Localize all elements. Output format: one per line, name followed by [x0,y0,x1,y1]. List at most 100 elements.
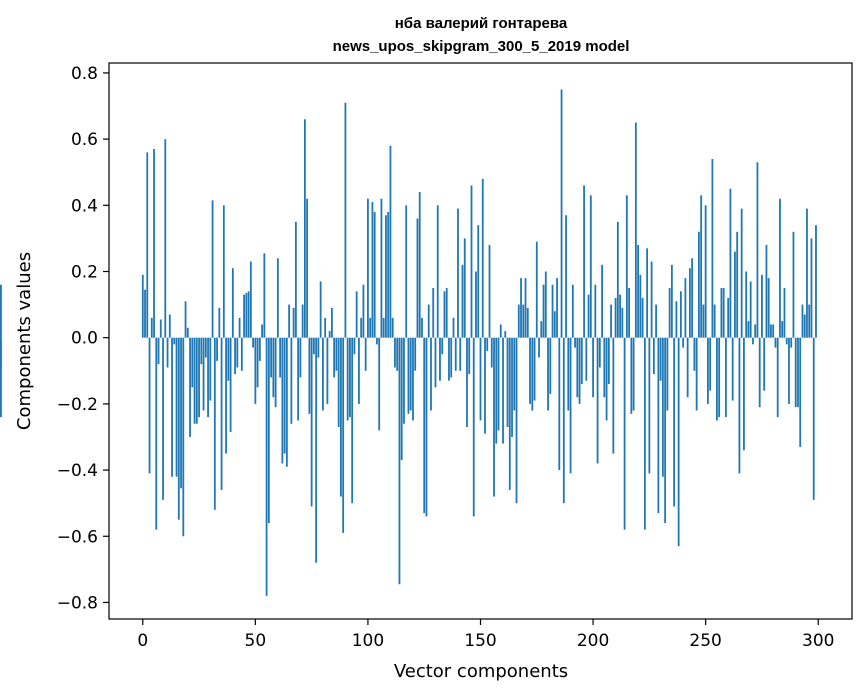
bar-30 [209,337,212,401]
bar-75 [310,337,313,507]
bar-6 [155,337,158,530]
bar-293 [801,304,804,338]
bar-266 [740,208,743,338]
bar-165 [513,337,516,411]
bar-105 [378,337,381,431]
bar-40 [231,268,234,338]
bar-19 [184,301,187,338]
bar-225 [648,337,651,474]
bar-177 [540,321,543,338]
bar-296 [808,304,811,338]
bar-290 [794,337,797,408]
bar-223 [643,337,646,530]
bar-84 [330,307,333,338]
bar-70 [299,337,302,378]
bar-221 [639,274,642,338]
bar-246 [695,337,698,411]
bar-97 [360,317,363,338]
bar-104 [376,337,378,345]
bar-214 [623,337,626,530]
x-tick-label: 100 [352,631,384,651]
bar-243 [688,268,691,338]
bar-261 [729,188,732,338]
bar-220 [637,245,640,338]
bar-280 [772,324,775,338]
bar-143 [463,238,466,338]
bar-22 [191,337,194,388]
y-tick-label: 0.2 [71,263,98,283]
y-tick-label: −0.4 [57,461,98,481]
bar-100 [367,198,369,338]
bar-238 [677,337,680,547]
bar-151 [481,178,484,338]
bar-259 [725,337,727,418]
bar-285 [783,288,786,338]
bar-38 [227,337,230,381]
bar-95 [355,291,358,338]
bar-101 [369,317,372,338]
bar-244 [691,258,694,338]
bar-88 [340,337,342,497]
bar-167 [517,304,520,338]
bar-23 [193,337,196,424]
bar-102 [371,202,374,338]
bar-183 [553,311,556,338]
bar-249 [702,304,705,338]
bar-276 [763,337,766,391]
bar-190 [569,337,572,474]
bar-77 [315,337,318,563]
bar-3 [148,337,151,474]
bar-48 [249,261,252,338]
bar-201 [594,284,597,338]
bar-50 [254,337,257,404]
bar-undefined [0,337,2,418]
bar-63 [283,337,286,454]
bar-58 [272,337,275,398]
bar-247 [697,231,700,338]
bar-174 [533,337,536,401]
x-tick-label: 300 [802,631,834,651]
bar-81 [324,317,327,338]
bar-168 [520,278,522,338]
bar-4 [150,317,153,338]
y-tick-label: −0.8 [57,593,98,613]
y-tick-label: 0.6 [71,130,98,150]
bar-181 [549,337,552,394]
bar-237 [675,301,678,338]
bar-130 [434,337,437,388]
bar-53 [261,324,264,338]
bar-232 [664,337,667,524]
bar-96 [358,337,360,404]
bar-135 [445,288,448,338]
bar-137 [450,337,453,378]
bar-undefined [0,284,2,338]
bar-25 [198,337,200,418]
bar-131 [436,205,439,338]
bar-254 [713,304,716,338]
bar-156 [493,337,495,497]
bar-265 [738,337,741,474]
bar-51 [256,337,259,388]
bar-149 [477,225,480,338]
bar-67 [292,307,295,338]
bar-210 [614,297,617,338]
bar-270 [749,281,752,338]
bar-126 [425,337,428,517]
bar-94 [353,337,356,355]
bar-9 [162,337,164,500]
bar-35 [220,337,223,490]
bar-5 [153,149,155,338]
bar-281 [774,337,777,348]
bar-0 [141,274,144,338]
bar-194 [578,337,581,404]
bar-136 [448,337,450,381]
bar-91 [346,337,349,421]
bar-74 [308,337,311,414]
bar-113 [396,337,399,371]
bar-239 [679,291,682,338]
bar-256 [718,337,721,418]
bar-207 [607,337,610,385]
bar-178 [542,284,545,338]
y-tick-label: 0.8 [71,64,98,84]
bar-73 [306,198,309,338]
